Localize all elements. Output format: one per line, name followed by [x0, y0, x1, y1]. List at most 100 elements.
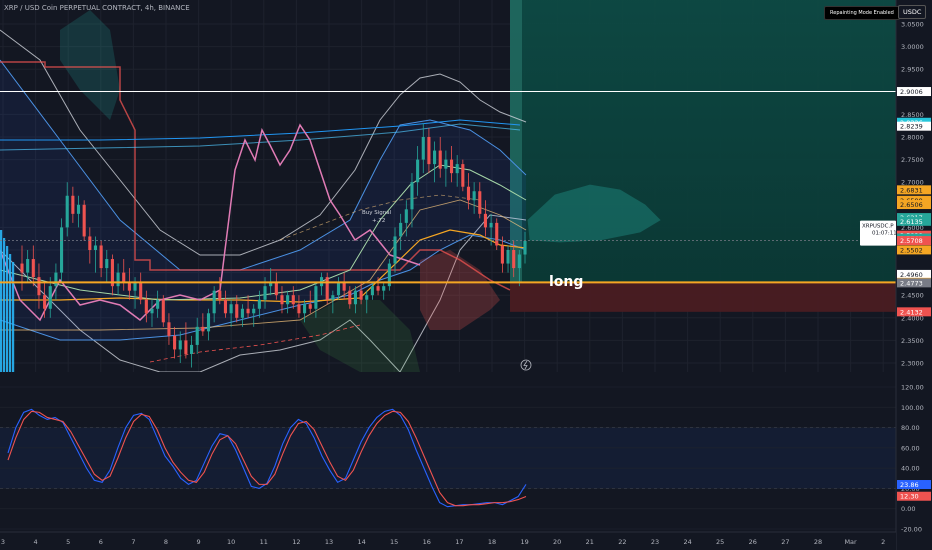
candle-body [150, 308, 154, 314]
oscillator-pane[interactable] [0, 372, 896, 550]
candle-body [60, 227, 64, 273]
osc-tick-label: 40.00 [901, 465, 920, 473]
candle-body [189, 344, 194, 354]
candle-body [433, 150, 437, 165]
osc-tick-label: 60.00 [901, 444, 920, 452]
candle-body [105, 259, 109, 269]
time-tick-label: 12 [292, 538, 300, 546]
price-tick-label: 3.0000 [901, 43, 924, 51]
candle-body [144, 299, 148, 314]
price-label-bg [897, 269, 931, 279]
currency-button[interactable]: USDC [898, 5, 927, 19]
candle-body [212, 290, 216, 314]
time-tick-label: 20 [553, 538, 561, 546]
candle-body [184, 340, 188, 354]
time-tick-label: 9 [197, 538, 201, 546]
candle-body [93, 245, 98, 250]
volume-bar [3, 238, 6, 372]
symbol-tag-bg[interactable] [860, 220, 896, 246]
candle-body [269, 281, 273, 287]
channel-upper [0, 59, 527, 271]
price-tick-label: 2.4500 [901, 292, 924, 300]
time-tick-label: 23 [651, 538, 659, 546]
time-tick-label: 24 [683, 538, 691, 546]
price-label-bg [897, 245, 931, 255]
lightning-icon-glyph [523, 360, 528, 370]
candle-body [286, 295, 290, 305]
candle-body [449, 159, 454, 174]
bollinger-lower [0, 214, 527, 373]
candle-body [325, 277, 329, 300]
stoch-d-line [7, 410, 527, 507]
time-tick-label: 18 [488, 538, 496, 546]
candle-body [263, 286, 267, 300]
osc-value-label-bg [897, 491, 931, 501]
price-tick-label: 2.6000 [901, 224, 924, 232]
osc-tick-label: 80.00 [901, 424, 920, 432]
stoch-k-line [7, 408, 527, 508]
symbol-tag-countdown: 01:07:11 [872, 231, 897, 237]
time-tick-label: 17 [455, 538, 463, 546]
candle-body [461, 164, 465, 187]
price-tick-label: 2.4000 [901, 314, 924, 322]
price-tick-label: 2.8500 [901, 111, 924, 119]
candle-body [404, 209, 408, 223]
price-label-value: 2.4773 [900, 279, 923, 287]
price-label-bg [897, 278, 931, 288]
lightning-icon[interactable] [520, 359, 532, 371]
price-label-value: 2.8239 [900, 123, 923, 131]
osc-value-label: 12.30 [900, 493, 919, 501]
price-label-bg [897, 307, 931, 317]
candle-body [438, 150, 442, 169]
candle-body [421, 137, 425, 160]
candle-body [257, 299, 261, 309]
stop-zone [510, 282, 896, 312]
candle-body [26, 259, 30, 273]
candle-body [523, 240, 527, 255]
osc-band-fill [0, 427, 896, 489]
candle-body [410, 182, 414, 210]
candle-body [399, 222, 403, 237]
candle-body [31, 259, 35, 278]
candle-body [82, 204, 86, 237]
candle-body [291, 295, 295, 305]
candle-body [478, 191, 482, 214]
candle-body [54, 272, 58, 287]
candle-body [376, 286, 380, 291]
candle-body [297, 304, 301, 314]
price-tick-label: 3.0500 [901, 21, 924, 29]
candle-body [201, 326, 205, 332]
candle-body [133, 281, 137, 291]
candle-body [314, 286, 318, 309]
candle-body [139, 281, 143, 300]
time-axis-bg [0, 532, 896, 550]
target-zone [510, 0, 896, 283]
price-label-bg [897, 185, 931, 195]
candle-body [20, 263, 24, 273]
candle-body [206, 313, 211, 332]
candle-body [246, 308, 250, 314]
red-step-line [0, 61, 511, 291]
candle-body [416, 159, 420, 183]
ma-blue-long [0, 119, 521, 141]
candle-body [218, 290, 222, 300]
price-label-value: 2.6831 [900, 186, 923, 194]
volume-bar [9, 254, 12, 372]
ma-orange [0, 229, 527, 303]
buy-signal-value: +.72 [372, 218, 385, 224]
price-label-value: 2.4960 [900, 271, 923, 279]
candle-body [161, 299, 165, 323]
candle-body [444, 159, 448, 169]
price-tick-label: 2.3500 [901, 337, 924, 345]
osc-tick-label: 120.00 [901, 384, 924, 392]
price-tick-label: 2.7000 [901, 179, 924, 187]
price-label-bg [897, 87, 931, 97]
osc-value-label-bg [897, 480, 931, 490]
time-tick-label: 19 [520, 538, 528, 546]
candle-body [167, 322, 171, 336]
price-label-value: 2.6135 [900, 218, 923, 226]
repainting-badge: Repainting Mode Enabled [824, 6, 900, 20]
candle-body [359, 290, 363, 300]
